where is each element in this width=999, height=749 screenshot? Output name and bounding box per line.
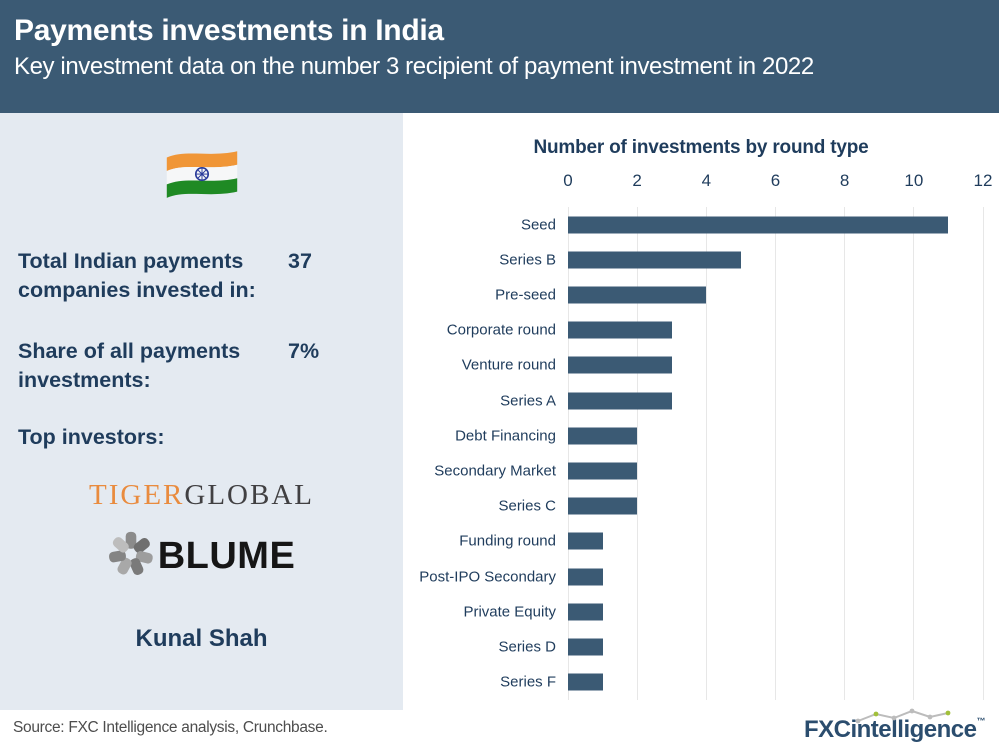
blume-logo-text: BLUME — [157, 535, 296, 577]
chart-row: Venture round — [462, 348, 983, 383]
category-label: Series A — [500, 392, 556, 410]
chart-row: Pre-seed — [495, 277, 983, 312]
chart-row: Seed — [521, 207, 983, 242]
stat-total-companies-value: 37 — [288, 249, 312, 273]
tiger-global-logo-global: GLOBAL — [184, 479, 314, 511]
gridline-8 — [844, 207, 846, 700]
chart-title: Number of investments by round type — [533, 137, 869, 158]
category-label: Series D — [498, 638, 556, 656]
x-tick-6: 6 — [770, 171, 781, 190]
plot-rows: Seed Series B Pre-seed Corporate round Ventu… — [419, 207, 983, 700]
x-tick-8: 8 — [839, 171, 850, 190]
page-title: Payments investments in India — [14, 14, 444, 47]
tiger-global-logo-tiger: TIGER — [89, 479, 185, 511]
chart-row: Series C — [498, 489, 983, 524]
category-label: Post-IPO Secondary — [419, 568, 556, 586]
fxc-intelligence-logo: FXCintelligence™ — [803, 708, 986, 744]
bar-venture-round — [568, 356, 672, 374]
header-banner: Payments investments in India Key invest… — [0, 0, 999, 113]
stats-panel: Total Indian payments companies invested… — [0, 113, 403, 710]
bar-private-equity — [568, 603, 603, 621]
chart-row: Series B — [499, 242, 983, 277]
category-label: Series F — [500, 673, 556, 691]
category-label: Series C — [498, 497, 556, 515]
stat-share-investments-value: 7% — [288, 339, 320, 363]
x-tick-2: 2 — [632, 171, 642, 190]
gridline-2 — [636, 207, 638, 700]
x-tick-10: 10 — [904, 171, 924, 190]
category-label: Funding round — [459, 532, 556, 550]
chart-row: Private Equity — [463, 594, 983, 629]
bar-series-d — [568, 638, 603, 656]
fxc-wordmark: FXCintelligence™ — [803, 708, 986, 743]
chart-row: Series A — [500, 383, 983, 418]
blume-pinwheel-icon — [108, 531, 154, 582]
chart-row: Corporate round — [447, 313, 983, 348]
gridline-0 — [567, 207, 569, 700]
investor-kunal-shah: Kunal Shah — [135, 625, 268, 652]
tiger-global-logo: TIGERGLOBAL — [0, 479, 403, 512]
bar-secondary-market — [568, 462, 638, 480]
stat-total-companies-label: Total Indian payments companies invested… — [18, 249, 256, 302]
chart-row: Series F — [500, 665, 983, 700]
category-label: Seed — [520, 216, 556, 234]
bar-seed — [568, 216, 949, 234]
footer: Source: FXC Intelligence analysis, Crunc… — [0, 708, 999, 749]
chart-row: Debt Financing — [455, 418, 983, 453]
fxc-logo-tm: ™ — [976, 716, 986, 726]
category-label: Series B — [499, 251, 556, 269]
top-investors-heading: Top investors: — [18, 425, 165, 449]
bar-series-c — [568, 497, 638, 515]
stat-share-investments-label: Share of all payments investments: — [18, 339, 241, 392]
category-label: Secondary Market — [434, 462, 556, 480]
bar-debt-financing — [568, 427, 638, 445]
chart-x-axis: 0 2 4 6 8 10 12 — [563, 171, 992, 195]
bar-funding-round — [568, 532, 603, 550]
bar-series-f — [568, 673, 603, 691]
x-tick-12: 12 — [973, 171, 993, 190]
gridline-10 — [913, 207, 915, 700]
category-label: Venture round — [461, 356, 556, 374]
gridline-6 — [775, 207, 776, 700]
x-tick-4: 4 — [701, 171, 712, 190]
bar-series-a — [568, 392, 672, 410]
chart-row: Series D — [498, 629, 983, 664]
bar-series-b — [568, 251, 741, 269]
chart-row: Funding round — [459, 524, 983, 559]
bar-corporate-round — [568, 321, 672, 339]
fxc-logo-intelligence: intelligence — [850, 716, 977, 743]
chart-plot-area: Seed Series B Pre-seed Corporate round Ventu… — [419, 207, 984, 700]
gridline-4 — [705, 207, 707, 700]
chart-row: Post-IPO Secondary — [419, 559, 983, 594]
page-subtitle: Key investment data on the number 3 reci… — [14, 53, 814, 80]
stat-total-companies: Total Indian payments companies invested… — [18, 247, 390, 305]
category-label: Corporate round — [446, 321, 556, 339]
source-note: Source: FXC Intelligence analysis, Crunc… — [13, 719, 328, 736]
category-label: Debt Financing — [455, 427, 556, 445]
chart-row: Secondary Market — [434, 453, 983, 488]
gridline-12 — [982, 207, 984, 700]
category-label: Private Equity — [463, 603, 556, 621]
bar-pre-seed — [568, 286, 707, 304]
x-tick-0: 0 — [563, 171, 573, 190]
category-label: Pre-seed — [495, 286, 556, 304]
stat-share-investments: Share of all payments investments: 7% — [18, 337, 390, 395]
india-flag-icon — [0, 143, 403, 206]
bar-post-ipo-secondary — [568, 568, 603, 586]
investments-chart: Number of investments by round type 0 2 4 6… — [403, 113, 999, 710]
fxc-logo-fxc: FXC — [803, 716, 851, 743]
blume-logo: BLUME — [0, 531, 403, 582]
fxc-sparkline-icon — [855, 708, 951, 724]
